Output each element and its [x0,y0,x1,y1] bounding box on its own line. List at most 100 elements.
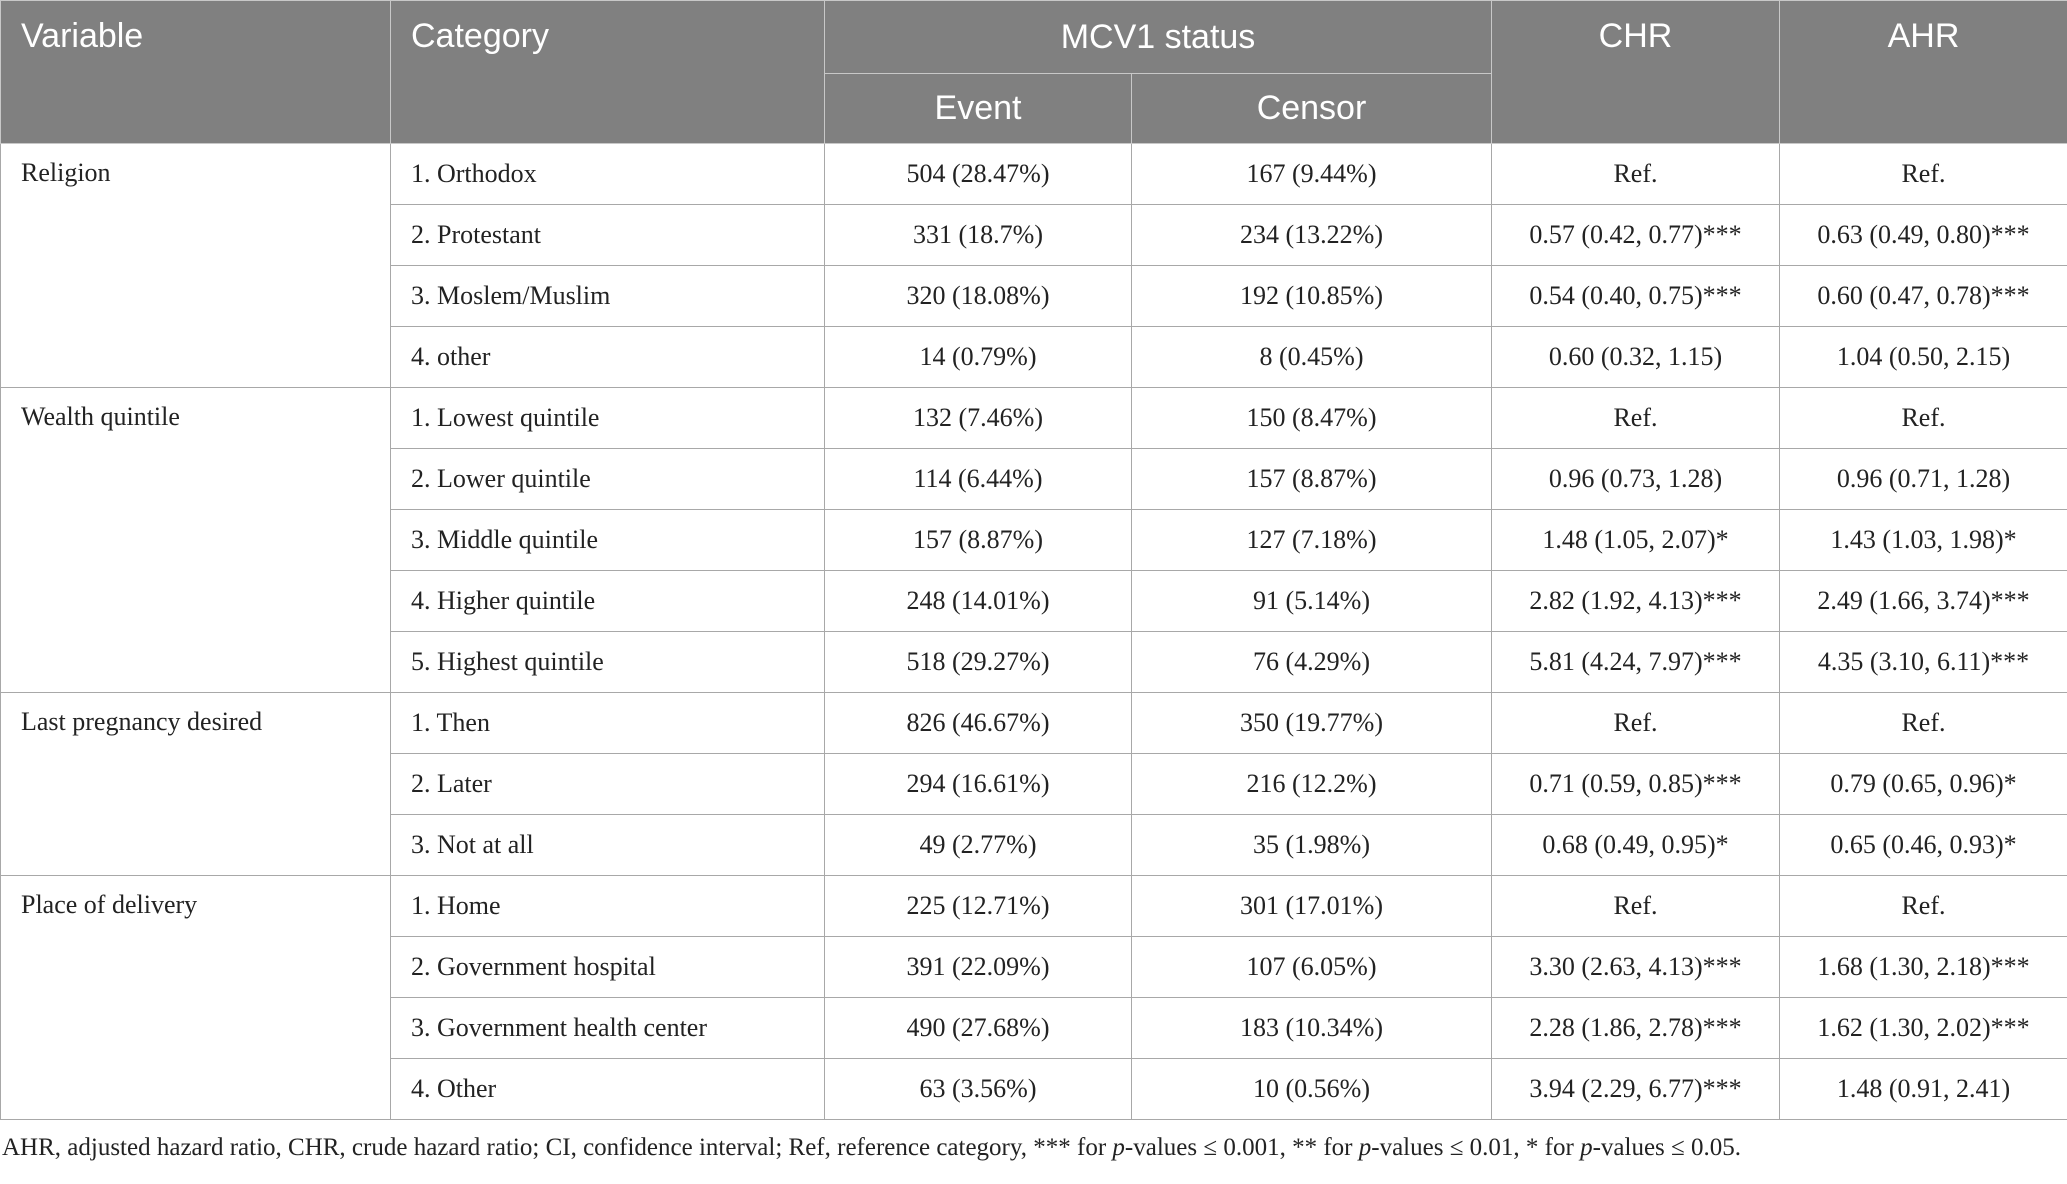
category-cell: 2. Later [390,753,825,815]
table-row: 5. Highest quintile 518 (29.27%) 76 (4.29%… [1,631,2067,693]
category-cell: 4. Higher quintile [390,570,825,632]
header-cell: Censor [1131,73,1492,144]
footnote-text: -values ≤ 0.001, ** for [1124,1134,1359,1161]
category-cell: 4. other [390,326,825,388]
value-cell: 132 (7.46%) [824,387,1132,449]
footnote-text: -values ≤ 0.01, * for [1371,1134,1581,1161]
header-cell: AHR [1779,0,2067,144]
header-cell: CHR [1491,0,1780,144]
category-cell: 1. Lowest quintile [390,387,825,449]
value-cell: 0.60 (0.47, 0.78)*** [1779,265,2067,327]
header-cell: Event [824,73,1132,144]
value-cell: 234 (13.22%) [1131,204,1492,266]
value-cell: 350 (19.77%) [1131,692,1492,754]
footnote-text: AHR, adjusted hazard ratio, CHR, crude h… [2,1134,1113,1161]
value-cell: 157 (8.87%) [1131,448,1492,510]
value-cell: Ref. [1491,875,1780,937]
table-row: 4. Higher quintile 248 (14.01%) 91 (5.14%)… [1,570,2067,632]
value-cell: 225 (12.71%) [824,875,1132,937]
category-cell: 1. Then [390,692,825,754]
header-cell: Variable [0,0,391,144]
value-cell: 1.62 (1.30, 2.02)*** [1779,997,2067,1059]
footnote: AHR, adjusted hazard ratio, CHR, crude h… [0,1134,2067,1162]
table-row: 3. Government health center 490 (27.68%) 1… [1,997,2067,1059]
value-cell: 10 (0.56%) [1131,1058,1492,1120]
footnote-text: p [1580,1134,1593,1161]
category-cell: 3. Not at all [390,814,825,876]
value-cell: 192 (10.85%) [1131,265,1492,327]
value-cell: 157 (8.87%) [824,509,1132,571]
value-cell: Ref. [1779,387,2067,449]
table-row: Place of delivery 1. Home 225 (12.71%) 301 … [0,875,2067,1120]
value-cell: Ref. [1779,875,2067,937]
value-cell: 3.94 (2.29, 6.77)*** [1491,1058,1780,1120]
value-cell: 3.30 (2.63, 4.13)*** [1491,936,1780,998]
value-cell: 35 (1.98%) [1131,814,1492,876]
header-cell: Category [390,0,825,144]
value-cell: Ref. [1491,143,1780,205]
value-cell: 0.96 (0.71, 1.28) [1779,448,2067,510]
footnote-text: p [1358,1134,1372,1161]
value-cell: 127 (7.18%) [1131,509,1492,571]
category-cell: 3. Moslem/Muslim [390,265,825,327]
value-cell: 5.81 (4.24, 7.97)*** [1491,631,1780,693]
value-cell: 2.28 (1.86, 2.78)*** [1491,997,1780,1059]
variable-cell: Place of delivery [0,875,391,1120]
value-cell: 1.48 (0.91, 2.41) [1779,1058,2067,1120]
value-cell: 114 (6.44%) [824,448,1132,510]
value-cell: 0.71 (0.59, 0.85)*** [1491,753,1780,815]
value-cell: 49 (2.77%) [824,814,1132,876]
value-cell: Ref. [1779,143,2067,205]
value-cell: 248 (14.01%) [824,570,1132,632]
category-cell: 4. Other [390,1058,825,1120]
value-cell: 8 (0.45%) [1131,326,1492,388]
value-cell: 0.60 (0.32, 1.15) [1491,326,1780,388]
value-cell: 2.49 (1.66, 3.74)*** [1779,570,2067,632]
value-cell: 504 (28.47%) [824,143,1132,205]
value-cell: 391 (22.09%) [824,936,1132,998]
table-row: 4. other 14 (0.79%) 8 (0.45%) 0.60 (0.32, 1… [1,326,2067,388]
category-cell: 1. Home [390,875,825,937]
value-cell: 1.48 (1.05, 2.07)* [1491,509,1780,571]
value-cell: 490 (27.68%) [824,997,1132,1059]
value-cell: 826 (46.67%) [824,692,1132,754]
value-cell: 150 (8.47%) [1131,387,1492,449]
variable-cell: Religion [0,143,391,388]
category-cell: 5. Highest quintile [390,631,825,693]
variable-cell: Last pregnancy desired [0,692,391,876]
value-cell: 216 (12.2%) [1131,753,1492,815]
value-cell: 0.65 (0.46, 0.93)* [1779,814,2067,876]
value-cell: 63 (3.56%) [824,1058,1132,1120]
value-cell: 1.68 (1.30, 2.18)*** [1779,936,2067,998]
value-cell: 331 (18.7%) [824,204,1132,266]
variable-cell: Wealth quintile [0,387,391,693]
table-row: 3. Not at all 49 (2.77%) 35 (1.98%) 0.68 (0… [1,814,2067,876]
table-row: 3. Moslem/Muslim 320 (18.08%) 192 (10.85%)… [1,265,2067,327]
value-cell: 0.79 (0.65, 0.96)* [1779,753,2067,815]
table-row: 3. Middle quintile 157 (8.87%) 127 (7.18%)… [1,509,2067,571]
table-row: Wealth quintile 1. Lowest quintile 132 (7.… [0,387,2067,693]
category-cell: 2. Lower quintile [390,448,825,510]
category-cell: 3. Government health center [390,997,825,1059]
category-cell: 3. Middle quintile [390,509,825,571]
header-cell: MCV1 status [824,0,1492,74]
table-row: 2. Later 294 (16.61%) 216 (12.2%) 0.71 (0.5… [1,753,2067,815]
value-cell: 518 (29.27%) [824,631,1132,693]
value-cell: Ref. [1491,692,1780,754]
footnote-text: -values ≤ 0.05. [1592,1134,1741,1161]
value-cell: 4.35 (3.10, 6.11)*** [1779,631,2067,693]
table-row: 2. Lower quintile 114 (6.44%) 157 (8.87%) 0… [1,448,2067,510]
table-body: Religion 1. Orthodox 504 (28.47%) 167 (9.44… [0,143,2067,1120]
value-cell: 0.54 (0.40, 0.75)*** [1491,265,1780,327]
value-cell: 294 (16.61%) [824,753,1132,815]
category-cell: 1. Orthodox [390,143,825,205]
value-cell: 0.57 (0.42, 0.77)*** [1491,204,1780,266]
table-row: Religion 1. Orthodox 504 (28.47%) 167 (9.44… [0,143,2067,388]
value-cell: 76 (4.29%) [1131,631,1492,693]
value-cell: 2.82 (1.92, 4.13)*** [1491,570,1780,632]
category-cell: 2. Government hospital [390,936,825,998]
table-row: Last pregnancy desired 1. Then 826 (46.67%… [0,692,2067,876]
table-row: 4. Other 63 (3.56%) 10 (0.56%) 3.94 (2.29, … [1,1058,2067,1120]
data-table: Variable Category MCV1 status CHR AHR Ev… [0,0,2067,1120]
